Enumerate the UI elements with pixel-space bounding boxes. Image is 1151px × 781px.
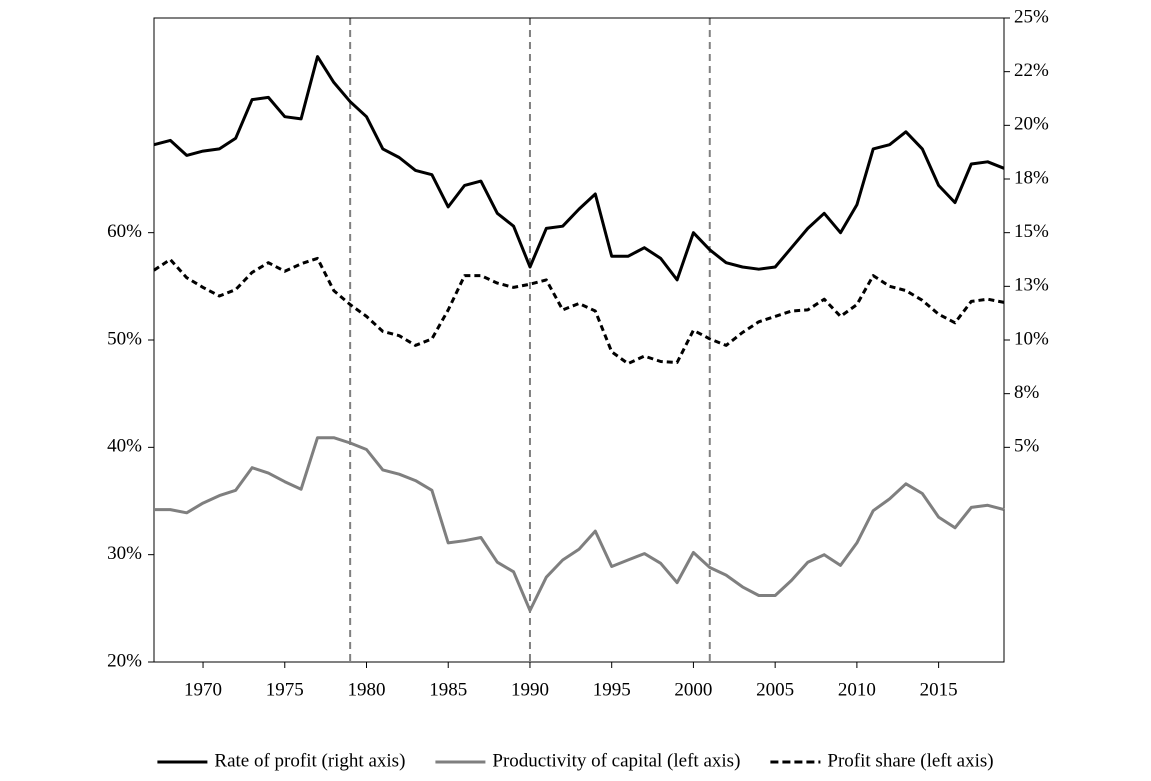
y-tick-label: 50% — [107, 328, 142, 349]
x-tick-label: 1995 — [593, 679, 631, 700]
y2-tick-label: 13% — [1014, 275, 1049, 296]
x-tick-label: 2005 — [756, 679, 794, 700]
legend-label: Rate of profit (right axis) — [214, 750, 405, 771]
x-tick-label: 1985 — [429, 679, 467, 700]
x-tick-label: 2000 — [674, 679, 712, 700]
x-tick-label: 1990 — [511, 679, 549, 700]
legend-label: Profit share (left axis) — [827, 750, 993, 771]
x-tick-label: 2015 — [920, 679, 958, 700]
y2-tick-label: 20% — [1014, 114, 1049, 135]
series-line — [154, 436, 1005, 612]
y2-tick-label: 5% — [1014, 436, 1040, 457]
y2-tick-label: 22% — [1014, 60, 1049, 81]
series-line — [153, 256, 1005, 366]
series-line — [153, 55, 1005, 282]
legend-label: Productivity of capital (left axis) — [492, 750, 740, 771]
x-tick-label: 1975 — [266, 679, 304, 700]
y-tick-label: 60% — [107, 221, 142, 242]
x-tick-label: 2010 — [838, 679, 876, 700]
y-tick-label: 30% — [107, 543, 142, 564]
y2-tick-label: 10% — [1014, 328, 1049, 349]
y2-tick-label: 15% — [1014, 221, 1049, 242]
y2-tick-label: 25% — [1014, 6, 1049, 27]
y-tick-label: 40% — [107, 436, 142, 457]
x-tick-label: 1970 — [184, 679, 222, 700]
y-tick-label: 20% — [107, 650, 142, 671]
x-tick-label: 1980 — [348, 679, 386, 700]
y2-tick-label: 18% — [1014, 167, 1049, 188]
y2-tick-label: 8% — [1014, 382, 1040, 403]
